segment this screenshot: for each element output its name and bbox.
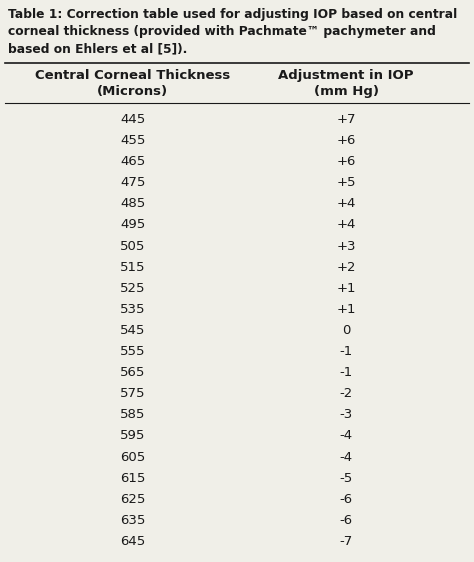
Text: 635: 635 [120,514,146,527]
Text: -7: -7 [339,535,353,548]
Text: Central Corneal Thickness: Central Corneal Thickness [35,69,230,82]
Text: 555: 555 [120,345,146,358]
Text: 625: 625 [120,493,146,506]
Text: 465: 465 [120,155,146,168]
Text: 645: 645 [120,535,146,548]
Text: -1: -1 [339,345,353,358]
Text: 495: 495 [120,219,146,232]
Text: Adjustment in IOP: Adjustment in IOP [278,69,414,82]
Text: +1: +1 [336,282,356,294]
Text: 535: 535 [120,303,146,316]
Text: -6: -6 [339,493,353,506]
Text: +6: +6 [337,134,356,147]
Text: 565: 565 [120,366,146,379]
Text: -4: -4 [339,429,353,442]
Text: +2: +2 [336,261,356,274]
Text: 445: 445 [120,113,146,126]
Text: -1: -1 [339,366,353,379]
Text: -2: -2 [339,387,353,400]
Text: 505: 505 [120,239,146,252]
Text: 545: 545 [120,324,146,337]
Text: corneal thickness (provided with Pachmate™ pachymeter and: corneal thickness (provided with Pachmat… [8,25,436,38]
Text: 0: 0 [342,324,350,337]
Text: 595: 595 [120,429,146,442]
Text: +4: +4 [337,219,356,232]
Text: +4: +4 [337,197,356,210]
Text: 455: 455 [120,134,146,147]
Text: -5: -5 [339,472,353,484]
Text: 575: 575 [120,387,146,400]
Text: 525: 525 [120,282,146,294]
Text: based on Ehlers et al [5]).: based on Ehlers et al [5]). [8,42,187,55]
Text: 485: 485 [120,197,146,210]
Text: +7: +7 [336,113,356,126]
Text: 585: 585 [120,409,146,422]
Text: (Microns): (Microns) [97,85,168,98]
Text: -4: -4 [339,451,353,464]
Text: -6: -6 [339,514,353,527]
Text: -3: -3 [339,409,353,422]
Text: +1: +1 [336,303,356,316]
Text: +5: +5 [336,176,356,189]
Text: +3: +3 [336,239,356,252]
Text: (mm Hg): (mm Hg) [313,85,379,98]
Text: Table 1: Correction table used for adjusting IOP based on central: Table 1: Correction table used for adjus… [8,8,457,21]
Text: 615: 615 [120,472,146,484]
Text: 605: 605 [120,451,146,464]
Text: 475: 475 [120,176,146,189]
Text: 515: 515 [120,261,146,274]
Text: +6: +6 [337,155,356,168]
